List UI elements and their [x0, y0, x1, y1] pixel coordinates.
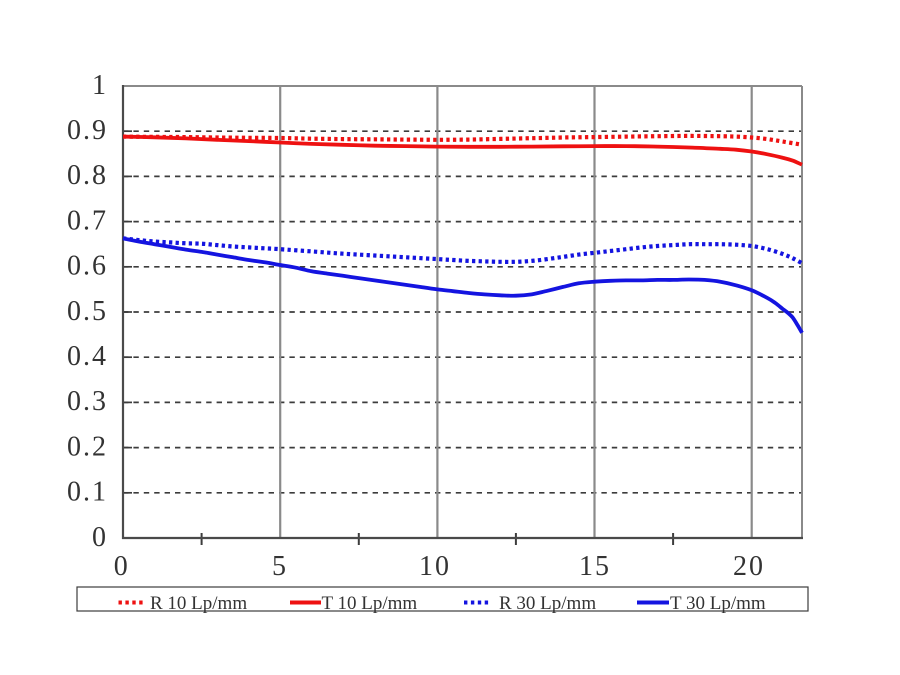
- svg-text:10: 10: [419, 551, 451, 582]
- svg-text:R 10 Lp/mm: R 10 Lp/mm: [150, 593, 247, 614]
- svg-text:0.1: 0.1: [67, 477, 108, 508]
- svg-text:0.3: 0.3: [67, 386, 108, 417]
- svg-text:0: 0: [92, 522, 108, 553]
- svg-text:1: 1: [92, 70, 108, 101]
- svg-text:0.4: 0.4: [67, 341, 108, 372]
- svg-text:R 30 Lp/mm: R 30 Lp/mm: [499, 593, 596, 614]
- svg-text:15: 15: [579, 551, 611, 582]
- svg-text:5: 5: [272, 551, 288, 582]
- svg-text:0.8: 0.8: [67, 160, 108, 191]
- svg-text:0.5: 0.5: [67, 296, 108, 327]
- svg-text:T 30 Lp/mm: T 30 Lp/mm: [670, 593, 766, 614]
- svg-text:20: 20: [733, 551, 765, 582]
- svg-text:0.6: 0.6: [67, 251, 108, 282]
- svg-text:0.9: 0.9: [67, 115, 108, 146]
- svg-text:0.7: 0.7: [67, 205, 108, 236]
- svg-text:T 10 Lp/mm: T 10 Lp/mm: [322, 593, 418, 614]
- svg-text:0: 0: [114, 551, 130, 582]
- svg-text:0.2: 0.2: [67, 431, 108, 462]
